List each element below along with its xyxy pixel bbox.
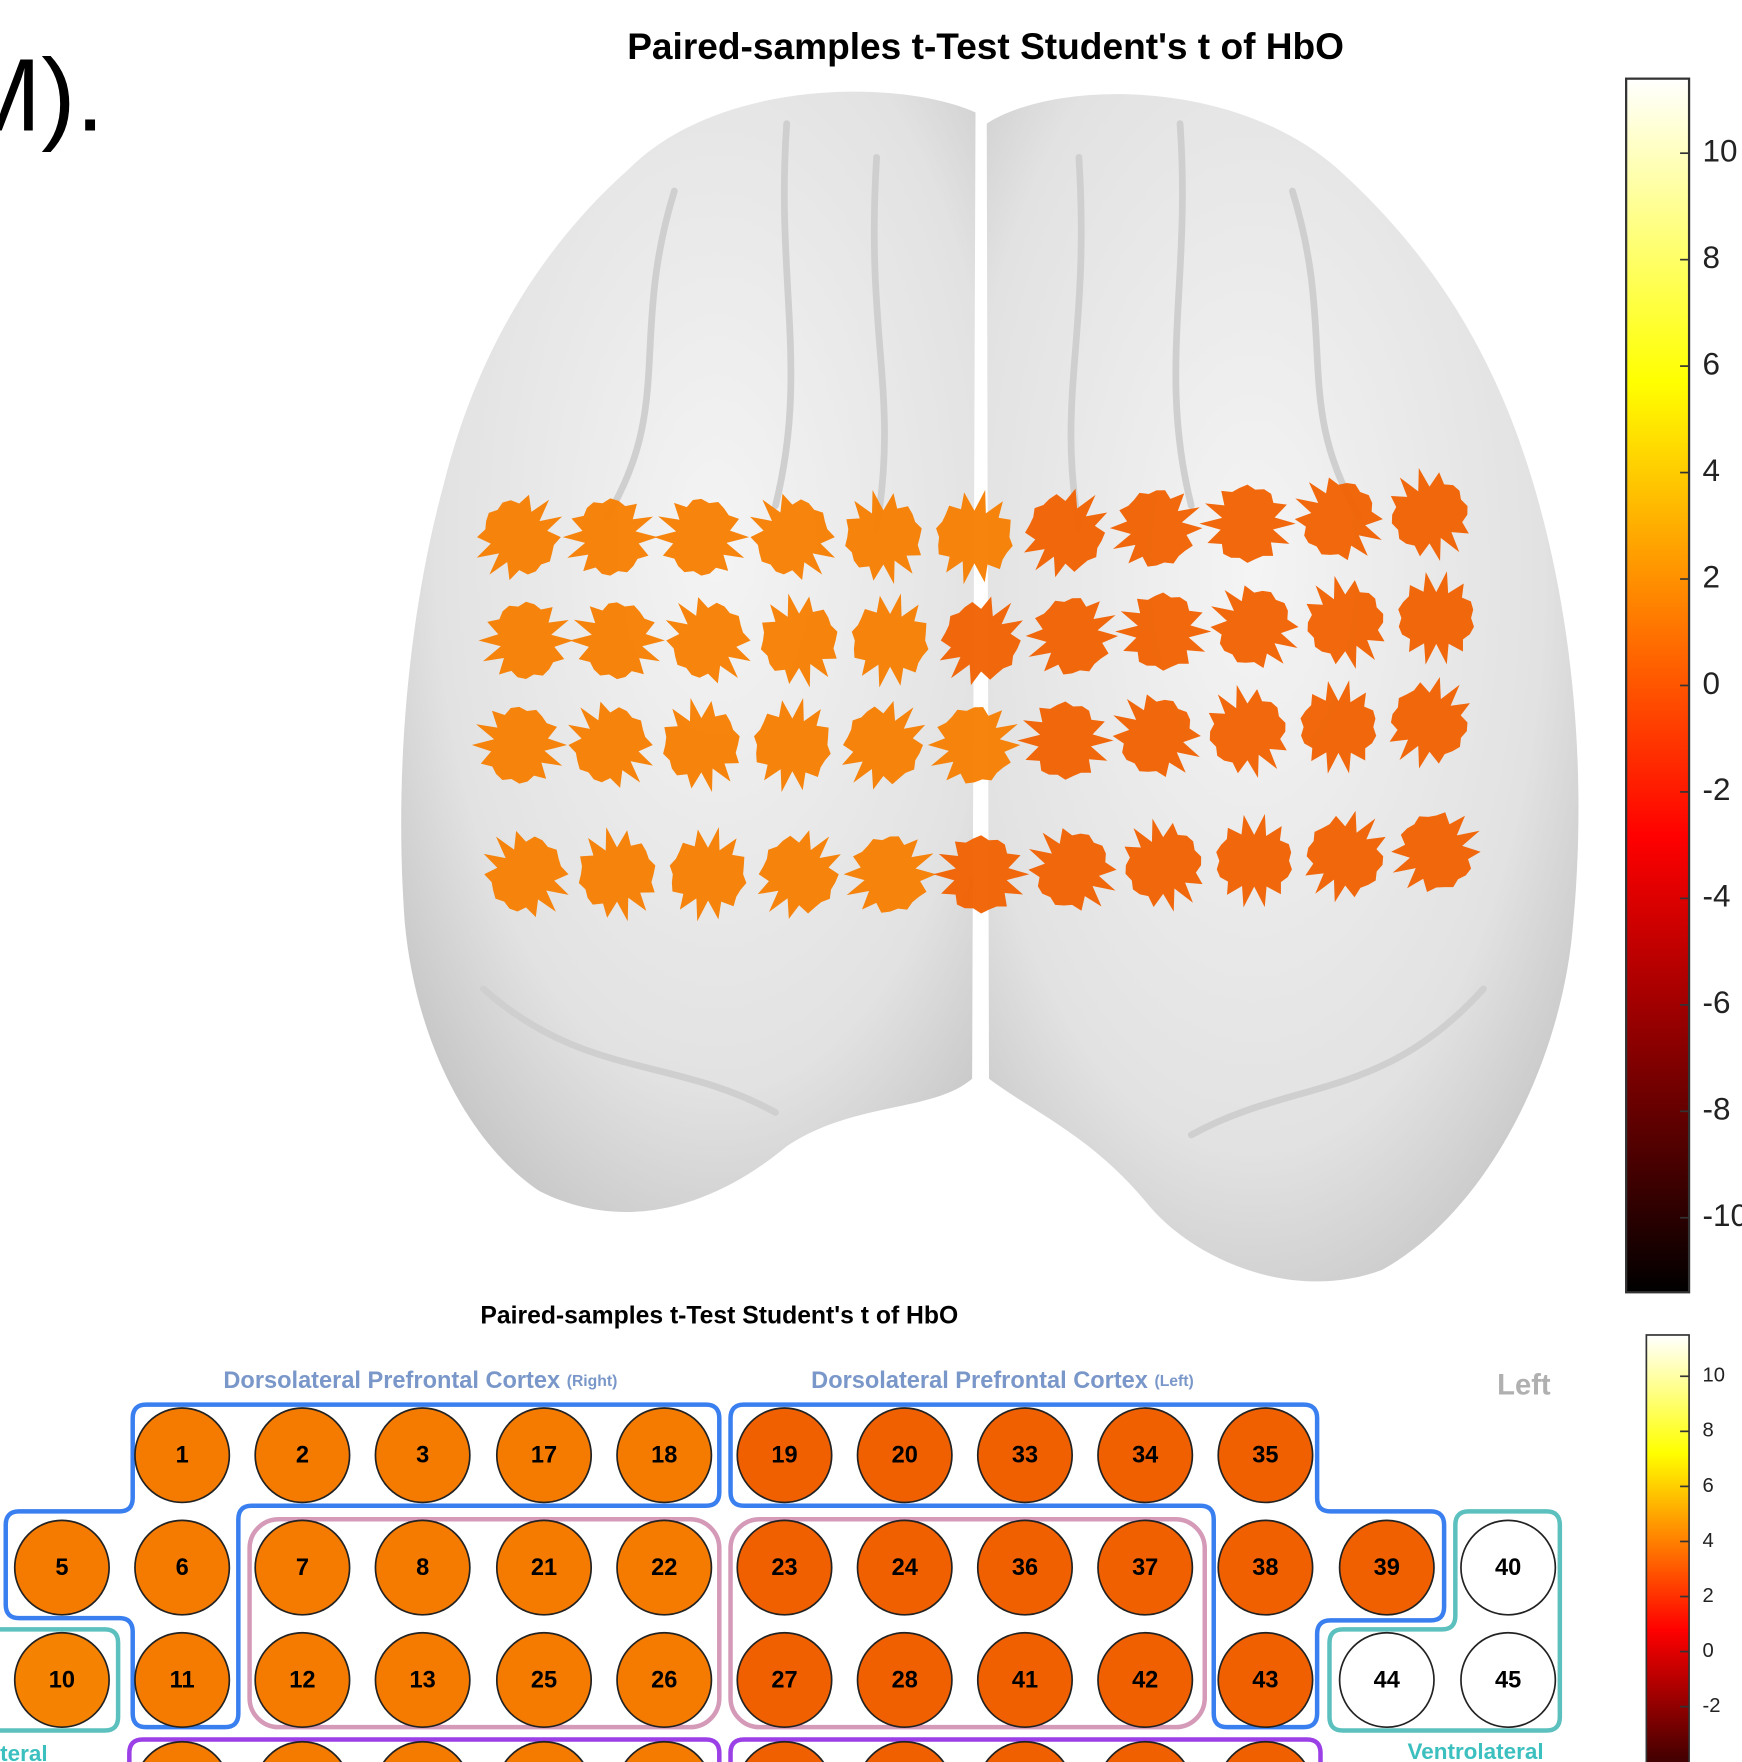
colorbar-tick-label: 2: [1703, 559, 1721, 594]
region-fragment: Ventrolateral: [1408, 1739, 1544, 1762]
colorbar-tick-label: -2: [1703, 772, 1731, 807]
colorbar: [1646, 1335, 1689, 1762]
channel-label: 39: [1374, 1554, 1400, 1580]
slide: M). Paired-samples t-Test Student's t of…: [0, 0, 1742, 1762]
colorbar-tick-label: 0: [1703, 666, 1721, 701]
channel-label: 25: [531, 1666, 557, 1692]
channel-label: 43: [1252, 1666, 1278, 1692]
channel-label: 22: [651, 1554, 677, 1580]
channel-label: 42: [1132, 1666, 1158, 1692]
channel-label: 24: [892, 1554, 918, 1580]
channel-label: 27: [771, 1666, 797, 1692]
channel-label: 21: [531, 1554, 557, 1580]
channel-label: 18: [651, 1442, 677, 1468]
channel-label: 19: [771, 1442, 797, 1468]
channel-label: 3: [416, 1442, 429, 1468]
region-label: Dorsolateral Prefrontal Cortex (Right): [223, 1367, 617, 1393]
channel-label: 20: [892, 1442, 918, 1468]
colorbar-tick-label: 10: [1703, 133, 1738, 168]
channel-label: 8: [416, 1554, 429, 1580]
brain: [401, 92, 1578, 1282]
colorbar-tick-label: -6: [1703, 985, 1731, 1020]
channel-label: 13: [410, 1666, 436, 1692]
brain-title: Paired-samples t-Test Student's t of HbO: [627, 25, 1344, 67]
colorbar-tick-label: 10: [1703, 1365, 1726, 1387]
channel-label: 37: [1132, 1554, 1158, 1580]
region-name: Dorsolateral Prefrontal Cortex: [223, 1367, 560, 1393]
colorbar-tick-label: -10: [1703, 1198, 1742, 1233]
colorbar-tick-label: 6: [1703, 346, 1721, 381]
colorbar-tick-label: 4: [1703, 453, 1721, 488]
colorbar-tick-label: 4: [1703, 1530, 1714, 1552]
channel-label: 38: [1252, 1554, 1278, 1580]
channel-map-title: Paired-samples t-Test Student's t of HbO: [480, 1303, 958, 1330]
colorbar-tick-label: 2: [1703, 1585, 1714, 1607]
channel-label: 33: [1012, 1442, 1038, 1468]
colorbar-tick-label: 8: [1703, 1420, 1714, 1442]
channel-label: 23: [771, 1554, 797, 1580]
side-label: Left: [1497, 1369, 1551, 1401]
right-hemisphere: [987, 94, 1579, 1281]
channel-label: 45: [1495, 1666, 1521, 1692]
region-fragment: teral: [0, 1741, 47, 1762]
channel-label: 1: [176, 1442, 189, 1468]
channel-label: 6: [176, 1554, 189, 1580]
channel-label: 35: [1252, 1442, 1278, 1468]
region-label: Dorsolateral Prefrontal Cortex (Left): [811, 1367, 1194, 1393]
colorbar-tick-label: 8: [1703, 240, 1721, 275]
channel-label: 34: [1132, 1442, 1158, 1468]
colorbar-tick-label: -4: [1703, 879, 1731, 914]
channel-label: 5: [55, 1554, 68, 1580]
channel-label: 28: [892, 1666, 918, 1692]
channel-label: 10: [49, 1666, 75, 1692]
channel-label: 40: [1495, 1554, 1521, 1580]
cut-off-channels: [135, 1742, 1313, 1762]
channel-label: 11: [170, 1666, 195, 1692]
channel-label: 41: [1012, 1666, 1038, 1692]
heading-fragment: M).: [0, 37, 104, 153]
channel-label: 44: [1374, 1666, 1400, 1692]
colorbar: [1626, 79, 1689, 1293]
channel-label: 7: [296, 1554, 309, 1580]
colorbar-tick-label: -2: [1703, 1695, 1721, 1717]
colorbar-tick-label: 6: [1703, 1475, 1714, 1497]
colorbar-tick-label: 0: [1703, 1640, 1714, 1662]
channel-label: 2: [296, 1442, 309, 1468]
channel-label: 26: [651, 1666, 677, 1692]
page: { "heading_fragment": "M).", "brain_map"…: [0, 0, 1742, 1762]
channel-label: 36: [1012, 1554, 1038, 1580]
region-side: (Left): [1154, 1373, 1193, 1390]
region-name: Dorsolateral Prefrontal Cortex: [811, 1367, 1148, 1393]
channel-label: 12: [289, 1666, 315, 1692]
colorbar-tick-label: -8: [1703, 1092, 1731, 1127]
region-side: (Right): [567, 1373, 618, 1390]
channel-label: 17: [531, 1442, 557, 1468]
